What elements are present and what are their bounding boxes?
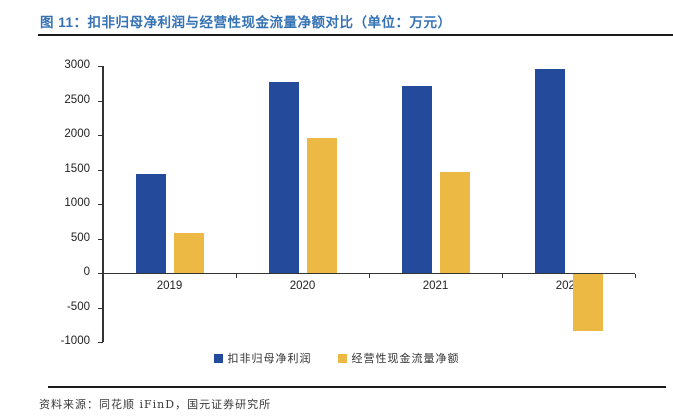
x-axis-tick-mark xyxy=(369,274,371,278)
chart-legend: 扣非归母净利润 经营性现金流量净额 xyxy=(0,350,673,366)
x-axis-tick-mark xyxy=(236,274,238,278)
bar-2020-series-0 xyxy=(268,81,299,273)
bar-2019-series-0 xyxy=(135,173,166,273)
chart-title: 图 11：扣非归母净利润与经营性现金流量净额对比（单位：万元） xyxy=(40,15,452,30)
y-axis-tick-label: 2000 xyxy=(64,128,90,140)
y-axis-tick-mark xyxy=(98,135,103,137)
y-axis-tick-label: 2500 xyxy=(64,93,90,106)
y-axis-tick-label: 1000 xyxy=(64,197,90,209)
x-axis-tick-mark xyxy=(502,274,504,278)
x-axis-category-label: 2021 xyxy=(422,280,449,292)
y-axis-tick-label: 500 xyxy=(70,231,90,244)
y-axis-tick-mark xyxy=(98,169,103,171)
y-axis-tick-label: -1000 xyxy=(60,335,90,347)
y-axis-tick-mark xyxy=(98,238,103,240)
y-axis-tick-mark xyxy=(98,342,103,344)
legend-label: 扣非归母净利润 xyxy=(227,352,312,365)
y-axis-tick-mark xyxy=(98,66,103,68)
bar-2021-series-0 xyxy=(401,86,432,273)
x-axis-line xyxy=(103,272,635,274)
bar-2020-series-1 xyxy=(306,137,337,273)
x-axis-tick-mark xyxy=(635,274,637,278)
y-axis-tick-mark xyxy=(98,100,103,102)
legend-swatch-icon xyxy=(213,353,223,363)
footer-divider xyxy=(48,386,666,388)
legend-item: 扣非归母净利润 xyxy=(213,350,312,366)
y-axis-tick-mark xyxy=(98,273,103,275)
y-axis-tick-label: 1500 xyxy=(64,162,90,175)
y-axis-tick-label: 3000 xyxy=(64,59,90,71)
bar-2022-series-1 xyxy=(572,274,603,331)
y-axis-tick-label: -500 xyxy=(66,300,90,313)
y-axis-line xyxy=(102,66,104,342)
bar-2019-series-1 xyxy=(173,233,204,273)
y-axis-tick-mark xyxy=(98,204,103,206)
x-axis-category-label: 2020 xyxy=(289,280,316,292)
bar-2022-series-0 xyxy=(534,69,565,273)
bar-2021-series-1 xyxy=(439,171,470,273)
source-note: 资料来源：同花顺 iFinD，国元证券研究所 xyxy=(39,398,272,411)
y-axis-tick-label: 0 xyxy=(83,266,90,278)
x-axis-category-label: 2019 xyxy=(156,280,183,292)
legend-label: 经营性现金流量净额 xyxy=(351,352,460,365)
y-axis-tick-mark xyxy=(98,307,103,309)
legend-item: 经营性现金流量净额 xyxy=(337,350,460,366)
legend-swatch-icon xyxy=(337,353,347,363)
title-divider xyxy=(38,34,673,36)
